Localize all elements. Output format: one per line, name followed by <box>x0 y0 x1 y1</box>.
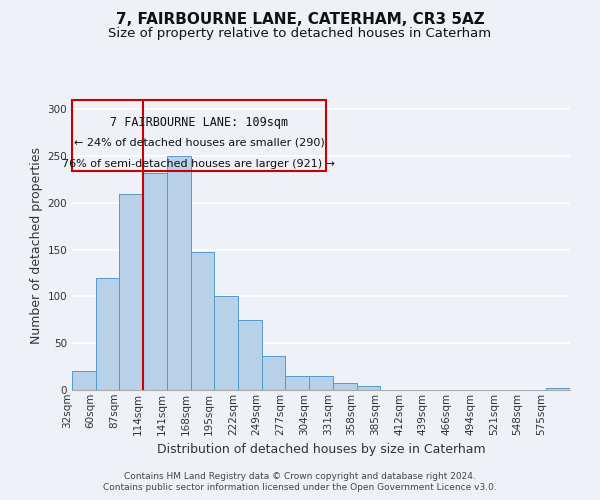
Bar <box>143 173 167 390</box>
Text: Size of property relative to detached houses in Caterham: Size of property relative to detached ho… <box>109 28 491 40</box>
Text: 76% of semi-detached houses are larger (921) →: 76% of semi-detached houses are larger (… <box>62 160 335 170</box>
Bar <box>286 376 309 390</box>
Bar <box>72 372 96 390</box>
Bar <box>546 388 570 390</box>
Text: ← 24% of detached houses are smaller (290): ← 24% of detached houses are smaller (29… <box>74 138 325 147</box>
Text: 7, FAIRBOURNE LANE, CATERHAM, CR3 5AZ: 7, FAIRBOURNE LANE, CATERHAM, CR3 5AZ <box>116 12 484 28</box>
Y-axis label: Number of detached properties: Number of detached properties <box>30 146 43 344</box>
Text: Contains public sector information licensed under the Open Government Licence v3: Contains public sector information licen… <box>103 484 497 492</box>
Bar <box>309 376 333 390</box>
Bar <box>238 320 262 390</box>
Text: Contains HM Land Registry data © Crown copyright and database right 2024.: Contains HM Land Registry data © Crown c… <box>124 472 476 481</box>
Bar <box>96 278 119 390</box>
Bar <box>167 156 191 390</box>
X-axis label: Distribution of detached houses by size in Caterham: Distribution of detached houses by size … <box>157 443 485 456</box>
Text: 7 FAIRBOURNE LANE: 109sqm: 7 FAIRBOURNE LANE: 109sqm <box>110 116 288 129</box>
Bar <box>262 356 286 390</box>
Bar <box>191 252 214 390</box>
Bar <box>214 296 238 390</box>
Bar <box>72 100 326 171</box>
Bar <box>119 194 143 390</box>
Bar <box>356 386 380 390</box>
Bar <box>333 382 356 390</box>
